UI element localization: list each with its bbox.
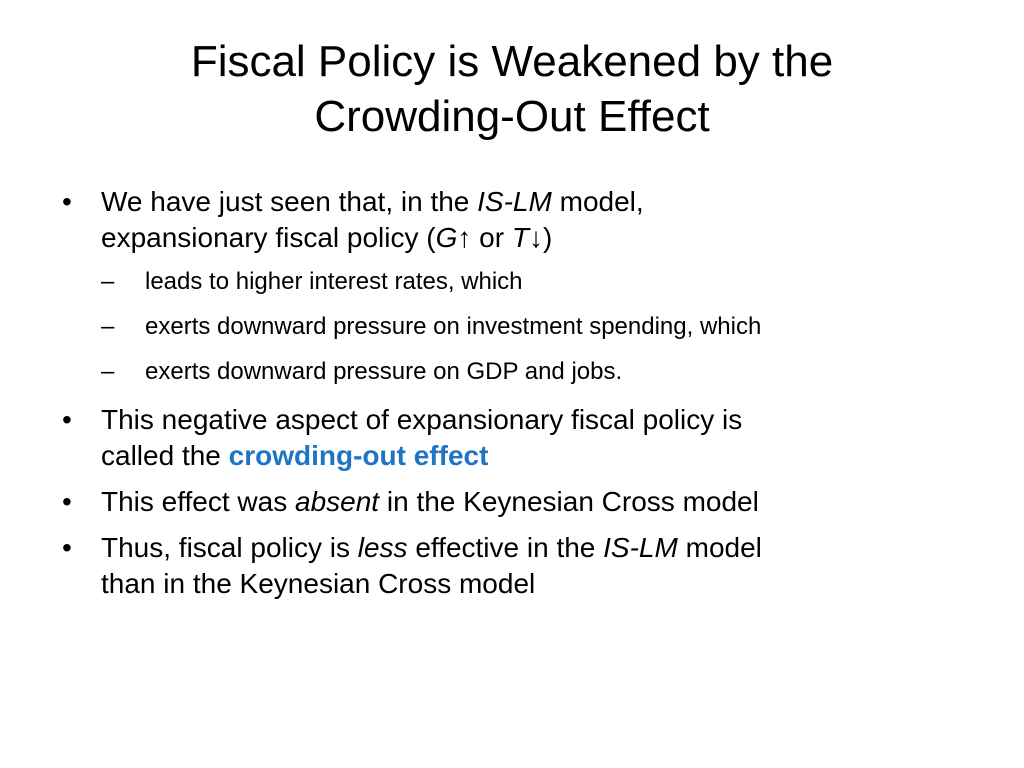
text-run: Thus, fiscal policy is — [101, 532, 358, 563]
italic-term: IS-LM — [603, 532, 678, 563]
dash-marker: – — [101, 313, 115, 340]
dash-marker: – — [101, 358, 115, 385]
sub-bullet-text: leads to higher interest rates, which — [145, 268, 523, 295]
bullet-3-line-1: This effect was absent in the Keynesian … — [101, 484, 972, 520]
text-run: in the Keynesian Cross model — [379, 486, 759, 517]
bullet-4-line-2: than in the Keynesian Cross model — [101, 568, 536, 599]
title-line-1: Fiscal Policy is Weakened by the — [190, 37, 834, 86]
text-run: ) — [542, 222, 553, 253]
down-arrow-icon: ↓ — [528, 222, 543, 253]
italic-term: absent — [295, 486, 380, 517]
text-run: model, — [551, 186, 644, 217]
sub-bullet-text: exerts downward pressure on GDP and jobs… — [145, 358, 623, 385]
bullet-item-4: • Thus, fiscal policy is less effective … — [62, 530, 972, 602]
bullet-item-2: • This negative aspect of expansionary f… — [62, 402, 972, 474]
text-run: effective in the — [407, 532, 604, 563]
bullet-1-line-2: expansionary fiscal policy (G↑ or T↓) — [101, 220, 972, 256]
slide-body: • We have just seen that, in the IS-LM m… — [62, 184, 972, 612]
sub-bullet-item-3: – exerts downward pressure on GDP and jo… — [101, 356, 972, 388]
text-run: This effect was — [101, 486, 296, 517]
bullet-marker: • — [62, 532, 72, 563]
dash-marker: – — [101, 268, 115, 295]
bullet-4-line-1: Thus, fiscal policy is less effective in… — [101, 530, 972, 566]
text-run: called the — [101, 440, 229, 471]
text-run: or — [471, 222, 512, 253]
bullet-2-line-1: This negative aspect of expansionary fis… — [101, 404, 743, 435]
sub-bullet-list: – leads to higher interest rates, which … — [62, 266, 972, 388]
text-run: expansionary fiscal policy ( — [101, 222, 436, 253]
bullet-item-3: • This effect was absent in the Keynesia… — [62, 484, 972, 520]
text-run: We have just seen that, in the — [101, 186, 478, 217]
highlight-term: crowding-out effect — [228, 440, 489, 471]
italic-term: less — [357, 532, 408, 563]
bullet-marker: • — [62, 404, 72, 435]
bullet-1-line-1: We have just seen that, in the IS-LM mod… — [101, 184, 972, 220]
sub-bullet-item-2: – exerts downward pressure on investment… — [101, 311, 972, 343]
bullet-marker: • — [62, 186, 72, 217]
sub-bullet-item-1: – leads to higher interest rates, which — [101, 266, 972, 298]
bullet-2-line-2: called the crowding-out effect — [101, 438, 972, 474]
bullet-item-1: • We have just seen that, in the IS-LM m… — [62, 184, 972, 256]
up-arrow-icon: ↑ — [457, 222, 472, 253]
slide-title: Fiscal Policy is Weakened by the Crowdin… — [70, 34, 954, 144]
text-run: model — [677, 532, 762, 563]
bullet-marker: • — [62, 486, 72, 517]
title-line-2: Crowding-Out Effect — [314, 92, 710, 141]
italic-symbol-g: G — [435, 222, 458, 253]
sub-bullet-text: exerts downward pressure on investment s… — [145, 313, 762, 340]
italic-term: IS-LM — [477, 186, 552, 217]
italic-symbol-t: T — [511, 222, 529, 253]
